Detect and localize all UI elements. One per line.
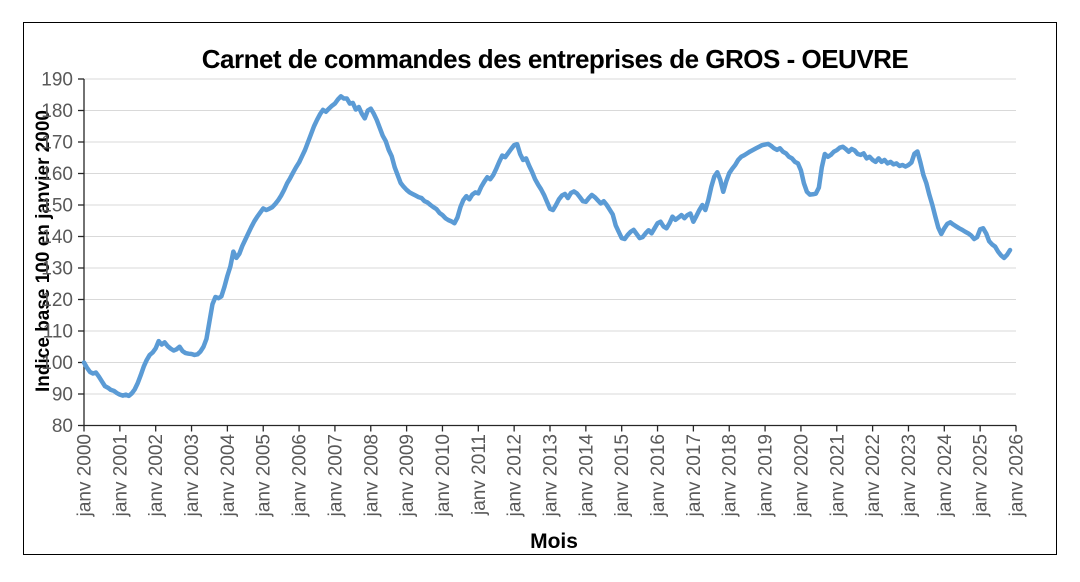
y-tick-label: 120 xyxy=(41,290,73,311)
x-tick-label: janv 2001 xyxy=(110,434,131,517)
x-tick-label: janv 2015 xyxy=(612,434,633,517)
x-tick-label: janv 2009 xyxy=(397,434,418,517)
x-tick-label: janv 2003 xyxy=(182,434,203,517)
y-tick-label: 190 xyxy=(41,70,73,91)
x-tick-label: janv 2014 xyxy=(576,434,597,518)
x-tick-label: janv 2020 xyxy=(791,434,812,517)
x-tick-label: janv 2002 xyxy=(146,434,167,517)
x-tick-label: janv 2000 xyxy=(75,434,96,517)
x-axis-title: Mois xyxy=(530,530,578,553)
x-tick-label: janv 2013 xyxy=(541,434,562,517)
x-tick-label: janv 2017 xyxy=(684,434,705,517)
x-tick-label: janv 2016 xyxy=(648,434,669,517)
series-line xyxy=(81,94,1013,399)
y-tick-label: 170 xyxy=(41,133,73,154)
x-tick-label: janv 2019 xyxy=(756,434,777,517)
x-tick-label: janv 2010 xyxy=(433,434,454,517)
y-tick-label: 180 xyxy=(41,101,73,122)
x-tick-label: janv 2021 xyxy=(827,434,848,517)
y-tick-label: 140 xyxy=(41,227,73,248)
x-tick-label: janv 2004 xyxy=(218,434,239,518)
y-tick-label: 160 xyxy=(41,164,73,185)
y-tick-label: 90 xyxy=(52,385,73,406)
x-tick-label: janv 2023 xyxy=(899,434,920,517)
x-tick-label: janv 2024 xyxy=(935,434,956,518)
chart-title: Carnet de commandes des entreprises de G… xyxy=(201,44,909,74)
x-tick-label: janv 2026 xyxy=(1007,434,1028,517)
x-tick-label: janv 2008 xyxy=(361,434,382,517)
x-tick-label: janv 2022 xyxy=(863,434,884,517)
y-tick-label: 110 xyxy=(43,322,73,343)
y-tick-label: 100 xyxy=(41,353,73,374)
x-tick-label: janv 2025 xyxy=(971,434,992,517)
y-tick-label: 150 xyxy=(41,196,73,217)
x-tick-label: janv 2006 xyxy=(290,434,311,517)
y-tick-label: 80 xyxy=(52,416,73,437)
x-tick-label: janv 2018 xyxy=(720,434,741,517)
x-tick-label: janv 2012 xyxy=(505,434,526,517)
x-tick-label: janv 2011 xyxy=(469,434,490,516)
y-tick-label: 130 xyxy=(41,259,73,280)
x-tick-label: janv 2005 xyxy=(254,434,275,517)
x-tick-label: janv 2007 xyxy=(325,434,346,517)
